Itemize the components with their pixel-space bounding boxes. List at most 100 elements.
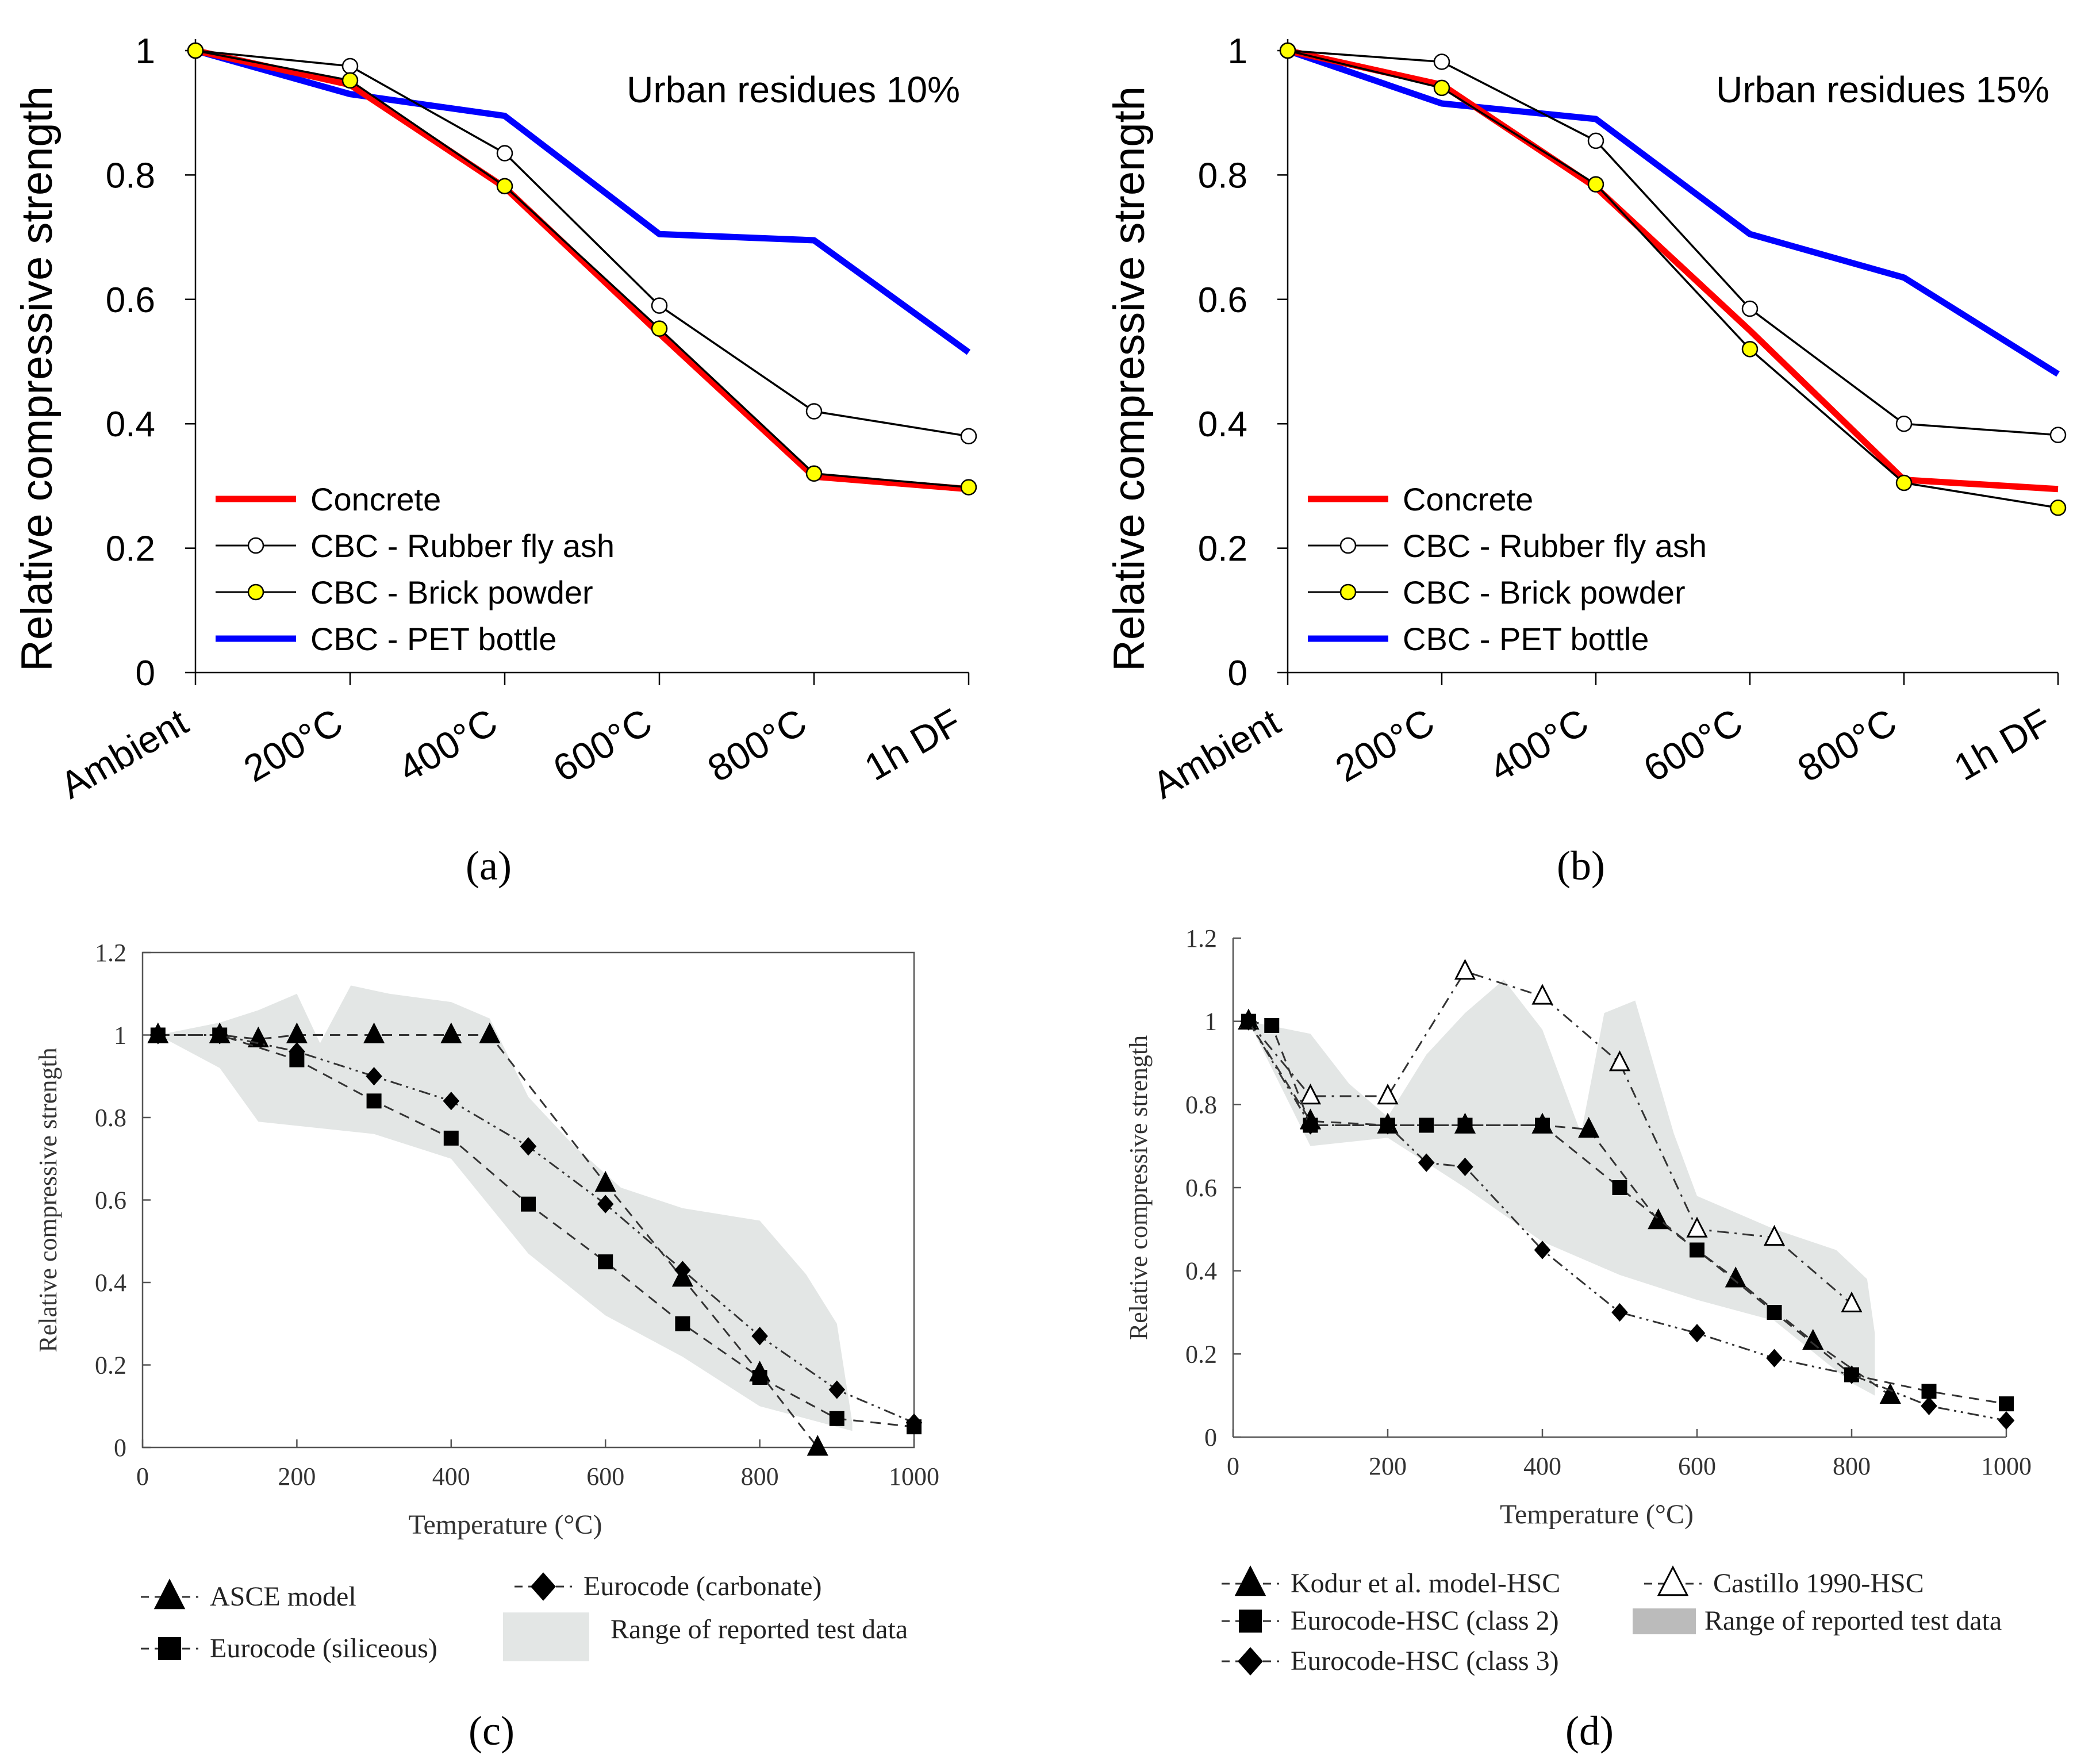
data-point: [674, 1261, 691, 1280]
y-tick-label: 1: [1228, 32, 1247, 71]
legend-marker: [1239, 1610, 1262, 1633]
data-point: [1578, 1116, 1600, 1138]
x-tick-label: Ambient: [1145, 700, 1287, 807]
data-point: [341, 72, 359, 89]
y-tick-label: 0.8: [95, 1104, 126, 1132]
data-point: [1299, 1083, 1322, 1105]
y-tick-label: 0.6: [95, 1186, 126, 1215]
data-point: [1688, 1324, 1706, 1343]
data-point: [1895, 474, 1913, 491]
legend-label: CBC - Rubber fly ash: [310, 528, 615, 564]
data-point: [1879, 1383, 1901, 1404]
data-point: [1802, 1328, 1824, 1350]
data-point: [366, 1067, 382, 1086]
data-point: [1531, 984, 1553, 1005]
data-point: [1534, 1241, 1551, 1259]
data-point: [651, 297, 668, 314]
legend-band-swatch: [1633, 1608, 1696, 1634]
data-point: [1433, 53, 1450, 70]
x-tick-label: 200: [1369, 1452, 1407, 1480]
series-line-2: [195, 49, 969, 489]
y-tick-label: 0: [1228, 654, 1247, 693]
legend: Concrete CBC - Rubber fly ash CBC - Brick …: [1308, 481, 1707, 657]
data-point: [1921, 1396, 1937, 1415]
x-tick-label: 400°C: [391, 700, 504, 790]
x-tick-label: 0: [1227, 1452, 1239, 1480]
legend-label: CBC - PET bottle: [1403, 621, 1649, 657]
chart-annotation: Urban residues 15%: [1716, 69, 2049, 110]
data-point: [1264, 1017, 1280, 1033]
data-point: [751, 1327, 768, 1346]
chart-panel-a: 0 0.2 0.4 0.6 0.8 1 Ambient 200°C 400°C 600°C 800°…: [13, 32, 977, 807]
data-point: [675, 1316, 690, 1331]
x-tick-label: 400: [432, 1462, 470, 1491]
legend-label: Concrete: [310, 481, 441, 517]
data-point: [829, 1411, 844, 1426]
x-tick-label: 200°C: [1328, 700, 1441, 790]
legend: Kodur et al. model-HSC Castillo 1990-HSC E…: [1222, 1565, 2002, 1676]
legend-label: Range of reported test data: [1704, 1606, 2002, 1636]
chart-panel-d: 0 0.2 0.4 0.6 0.8 1 1.2 0 200 400 600 800 1000 Temper…: [1124, 924, 2032, 1676]
y-tick-label: 0.8: [1198, 156, 1247, 195]
data-point: [366, 1093, 382, 1109]
data-point: [1535, 1117, 1550, 1133]
legend-marker: [531, 1572, 556, 1601]
legend-marker: [1657, 1565, 1689, 1596]
data-point: [1999, 1396, 2014, 1412]
data-point: [341, 57, 359, 75]
legend-label: CBC - PET bottle: [310, 621, 556, 657]
legend-label: Eurocode-HSC (class 3): [1291, 1646, 1559, 1676]
x-tick-label: 800: [1833, 1452, 1871, 1480]
data-point: [1767, 1305, 1782, 1320]
y-tick-label: 0: [1204, 1423, 1217, 1451]
data-point: [1279, 42, 1296, 59]
y-tick-label: 0.8: [106, 156, 155, 195]
data-point: [2049, 500, 2067, 516]
data-point: [1612, 1180, 1627, 1195]
x-axis-label: Temperature (°C): [408, 1510, 602, 1540]
data-point: [1454, 958, 1476, 980]
y-tick-label: 0.6: [1198, 281, 1247, 320]
legend-marker: [153, 1579, 186, 1610]
x-tick-label: 800: [741, 1462, 779, 1491]
legend-label: Eurocode (carbonate): [583, 1571, 821, 1602]
data-point: [1841, 1291, 1863, 1312]
data-point: [1895, 415, 1913, 432]
data-point: [479, 1022, 501, 1043]
legend-marker: [158, 1637, 181, 1660]
x-tick-label: 1000: [1981, 1452, 2032, 1480]
data-point: [651, 320, 668, 337]
data-point: [1766, 1349, 1783, 1368]
y-tick-label: 1.2: [1185, 924, 1217, 953]
figure-label: (c): [469, 1708, 515, 1754]
legend-label: Kodur et al. model-HSC: [1291, 1568, 1560, 1599]
series-line-3: [1287, 47, 2060, 377]
y-tick-label: 0.4: [1198, 405, 1247, 444]
legend-label: ASCE model: [210, 1581, 356, 1612]
x-tick-label: 400: [1523, 1452, 1561, 1480]
series-line-0: [194, 47, 969, 493]
y-tick-label: 1: [1204, 1008, 1217, 1036]
data-point: [520, 1137, 537, 1156]
data-point: [594, 1170, 616, 1192]
y-axis-label: Relative compressive strength: [1124, 1035, 1153, 1340]
x-tick-label: 800°C: [700, 700, 813, 790]
legend-marker: [1339, 537, 1357, 554]
data-point: [1419, 1117, 1434, 1133]
y-tick-label: 0.2: [1185, 1340, 1217, 1368]
data-point: [1741, 341, 1759, 358]
data-point: [496, 178, 513, 195]
data-point: [1587, 132, 1604, 149]
x-tick-label: 800°C: [1790, 700, 1903, 790]
x-tick-label: 0: [136, 1462, 149, 1491]
data-point: [598, 1254, 613, 1270]
range-band: [158, 985, 853, 1431]
x-tick-label: 600: [1678, 1452, 1716, 1480]
y-tick-label: 0.2: [1198, 529, 1247, 569]
y-axis-label: Relative compressive strength: [1105, 86, 1154, 671]
y-tick-label: 1: [136, 32, 155, 71]
y-tick-label: 0.4: [1185, 1257, 1217, 1285]
legend-label: CBC - Brick powder: [1403, 574, 1686, 610]
x-tick-label: 200: [278, 1462, 316, 1491]
series-line-0: [1287, 47, 2059, 493]
